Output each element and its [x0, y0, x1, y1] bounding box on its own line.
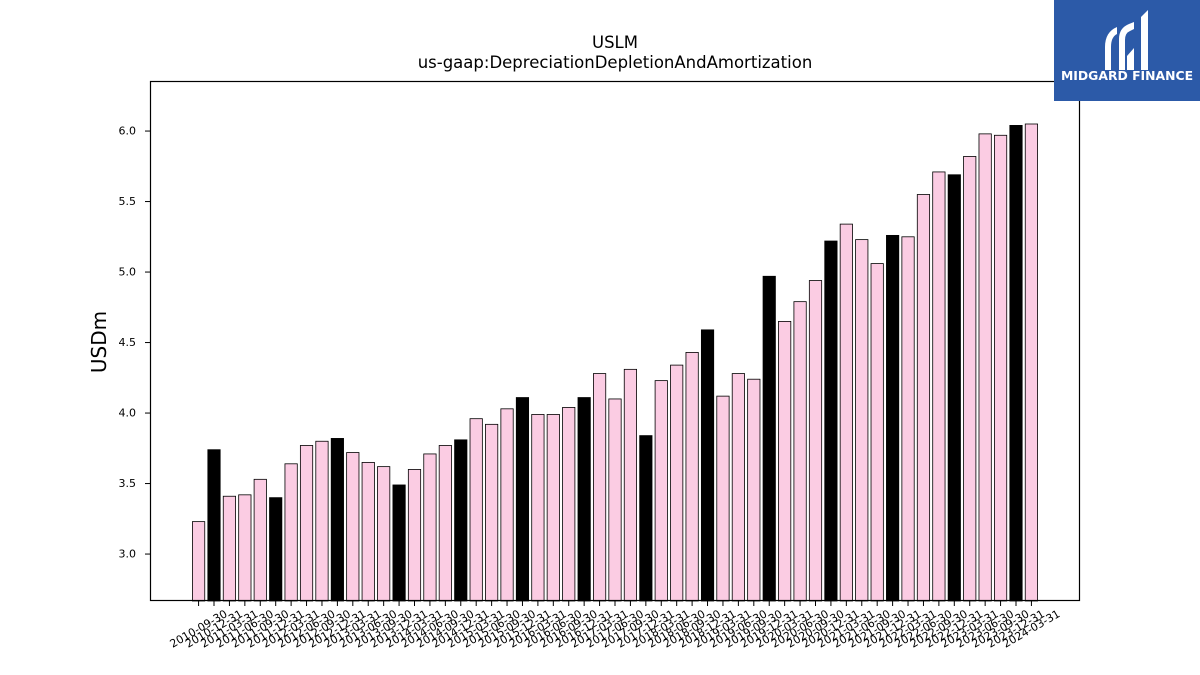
- logo: MIDGARD FINANCE: [1054, 0, 1200, 101]
- bar: [747, 378, 761, 602]
- y-tick-label: 4.0: [119, 407, 137, 420]
- bar: [886, 234, 900, 602]
- chart-title: USLM: [592, 33, 638, 52]
- bar: [438, 445, 452, 602]
- bar: [978, 133, 992, 602]
- bar: [500, 408, 514, 602]
- bar: [269, 497, 283, 602]
- bar: [562, 407, 576, 602]
- bar: [716, 395, 730, 602]
- bar: [531, 414, 545, 602]
- bar: [593, 373, 607, 602]
- y-tick-label: 3.0: [119, 548, 137, 561]
- bar: [839, 223, 853, 602]
- bar: [1009, 125, 1023, 602]
- y-tick-label: 3.5: [119, 477, 137, 490]
- midgard-m-icon: [1105, 10, 1148, 70]
- bar: [793, 301, 807, 602]
- bar: [330, 438, 344, 602]
- bar: [577, 397, 591, 602]
- bar: [469, 418, 483, 602]
- y-tick-label: 4.5: [119, 336, 137, 349]
- bar: [654, 380, 668, 602]
- y-tick-label: 5.5: [119, 195, 137, 208]
- bar: [639, 435, 653, 602]
- bar: [685, 352, 699, 602]
- bar: [207, 449, 221, 602]
- bar: [423, 453, 437, 602]
- bar: [963, 156, 977, 602]
- bar: [932, 171, 946, 602]
- bar: [315, 440, 329, 602]
- bar: [901, 236, 915, 602]
- bar: [222, 495, 236, 602]
- bar: [192, 521, 206, 602]
- chart-subtitle: us-gaap:DepreciationDepletionAndAmortiza…: [418, 53, 813, 72]
- bar: [670, 364, 684, 602]
- bar: [377, 466, 391, 602]
- logo-background: [1054, 0, 1200, 101]
- bar: [994, 134, 1008, 602]
- y-axis-ticks: 3.0 3.5 4.0 4.5 5.0 5.5 6.0: [119, 125, 150, 561]
- bar: [407, 469, 422, 602]
- bar: [284, 463, 298, 602]
- bar: [762, 275, 776, 602]
- bar: [623, 368, 637, 602]
- bar: [731, 373, 745, 602]
- y-axis-label: USDm: [87, 311, 111, 373]
- logo-text: MIDGARD FINANCE: [1061, 68, 1193, 83]
- bar: [299, 445, 314, 602]
- bar: [515, 397, 530, 602]
- bar: [870, 263, 884, 602]
- bar: [1024, 123, 1038, 602]
- bar: [700, 329, 715, 602]
- bar: [253, 478, 267, 602]
- bar: [824, 240, 838, 602]
- y-tick-label: 6.0: [119, 125, 137, 138]
- bar: [238, 494, 252, 602]
- bar: [392, 484, 406, 602]
- bar: [855, 239, 869, 602]
- bar: [916, 194, 931, 602]
- plot-frame: [149, 80, 1081, 602]
- bar: [947, 174, 961, 602]
- x-axis-ticks: 2010-09-302010-12-312011-03-312011-06-30…: [168, 601, 1062, 651]
- bar: [485, 423, 499, 602]
- bar: [808, 280, 823, 602]
- bar: [778, 320, 792, 602]
- y-tick-label: 5.0: [119, 266, 137, 279]
- bar: [361, 461, 375, 602]
- bar: [608, 398, 622, 602]
- bar: [454, 439, 468, 602]
- bar: [346, 452, 360, 602]
- bar: [546, 414, 560, 602]
